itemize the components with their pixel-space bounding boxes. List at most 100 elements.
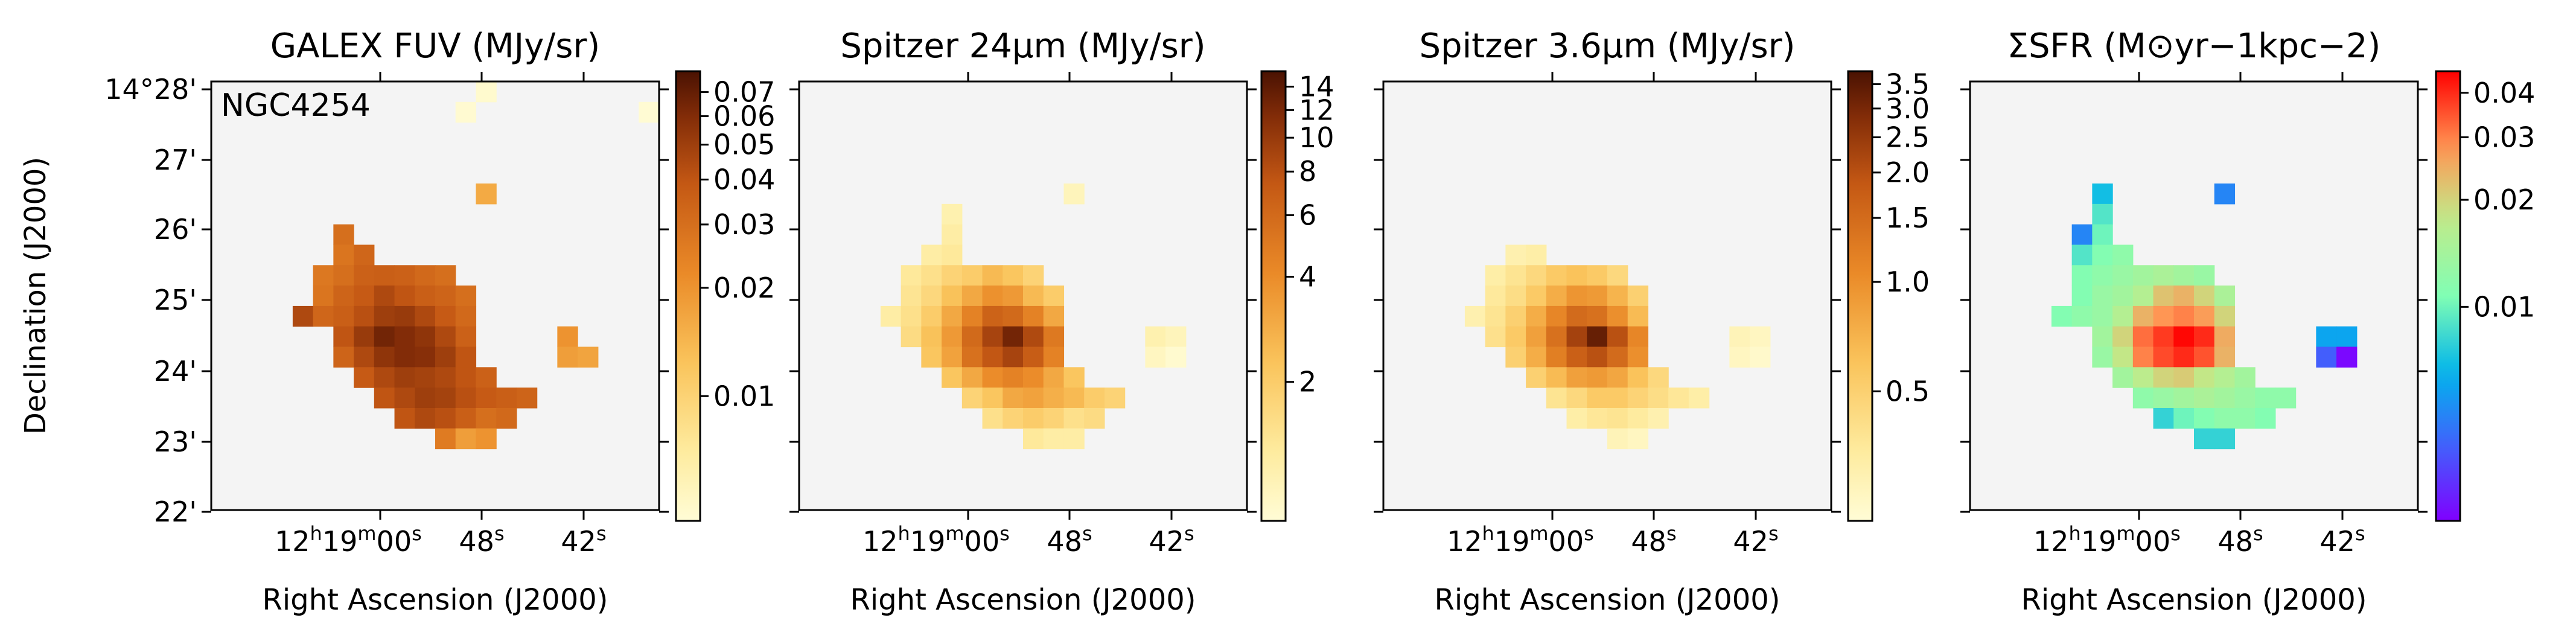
colorbar-tick-label: 10 [1299,121,1334,154]
heatmap-pixel [1526,305,1547,327]
heatmap-pixel [2173,407,2195,429]
heatmap-pixel [1566,387,1587,409]
heatmap-pixel [1648,387,1669,409]
heatmap-pixel [2132,305,2154,327]
heatmap-pixel [961,387,983,409]
heatmap-pixel [1043,387,1065,409]
heatmap-pixel [2132,387,2154,409]
heatmap-pixel [2214,183,2236,205]
heatmap-pixel [2194,428,2215,450]
heatmap-pixel [2112,244,2134,266]
heatmap-pixel [982,265,1003,286]
heatmap-pixel [1526,346,1547,368]
heatmap-pixel [2092,183,2113,205]
colorbar-tick-label: 3.5 [1886,68,1930,101]
colorbar-tick-label: 0.02 [713,272,775,304]
heatmap-pixel [1566,305,1587,327]
heatmap-pixel [394,367,415,388]
heatmap-pixel [2112,326,2134,348]
heatmap-pixel [333,285,354,307]
heatmap-pixel [354,265,375,286]
heatmap-pixel [455,387,477,409]
x-tick-label: 42s [2319,522,2365,558]
heatmap-pixel [435,387,456,409]
y-tick-label: 26' [154,213,197,246]
heatmap-pixel [2173,387,2195,409]
heatmap-pixel [2112,367,2134,388]
heatmap-pixel [1003,367,1024,388]
heatmap-pixel [435,428,456,450]
heatmap-pixel [476,183,497,205]
heatmap-pixel [921,326,942,348]
heatmap-pixel [1627,346,1649,368]
heatmap-pixel [394,387,415,409]
heatmap-pixel [557,326,578,348]
heatmap-pixel [2132,367,2154,388]
heatmap-pixel [476,367,497,388]
heatmap-pixel [2112,346,2134,368]
heatmap-pixel [1043,326,1065,348]
colorbar-tick-label: 0.02 [2473,183,2535,216]
heatmap-pixel [1485,285,1506,307]
heatmap-pixel [1627,387,1649,409]
heatmap-pixel [1729,346,1750,368]
heatmap-pixel [333,244,354,266]
heatmap-pixel [1607,367,1628,388]
heatmap-pixel [1688,387,1710,409]
colorbar-tick-label: 3.0 [1886,92,1930,125]
heatmap-pixel [2214,285,2236,307]
heatmap-pixel [1627,285,1649,307]
heatmap-pixel [2194,305,2215,327]
heatmap-pixel [1505,346,1526,368]
heatmap-pixel [2316,326,2337,348]
heatmap-pixel [2173,326,2195,348]
heatmap-pixel [1063,183,1085,205]
x-axis-label: Right Ascension (J2000) [1435,583,1781,617]
heatmap-pixel [1546,387,1567,409]
heatmap-pixel [1648,407,1669,429]
heatmap-pixel [1165,326,1187,348]
panel-4: ΣSFR (M⊙yr−1kpc−2) 12h19m00s 48s 42s Right A… [1960,27,2535,617]
heatmap-pixel [2194,285,2215,307]
heatmap-pixel [1023,346,1044,368]
heatmap-pixel [1668,387,1689,409]
colorbar [675,70,701,522]
heatmap-pixel [354,367,375,388]
colorbar-tick-label: 2 [1299,366,1316,398]
heatmap-pixel [415,407,436,429]
heatmap-pixel [2255,407,2276,429]
x-tick-label: 12h19m00s [2033,522,2181,558]
heatmap-pixel [415,265,436,286]
x-tick-label: 12h19m00s [1447,522,1594,558]
x-tick-label: 48s [1047,522,1092,558]
heatmap-pixel [2112,265,2134,286]
heatmap-pixel [496,407,517,429]
heatmap-pixel [1607,346,1628,368]
heatmap-pixel [354,285,375,307]
heatmap-pixel [2275,387,2297,409]
heatmap-pixel [1566,285,1587,307]
heatmap-pixel [942,224,963,246]
plot-frame [1382,80,1832,511]
x-tick-label: 12h19m00s [275,522,422,558]
heatmap-pixel [1063,428,1085,450]
heatmap-pixel [921,285,942,307]
heatmap-pixel [415,285,436,307]
heatmap-pixel [942,305,963,327]
heatmap-pixel [921,244,942,266]
y-tick-label: 23' [154,426,197,458]
heatmap-pixel [374,387,395,409]
heatmap-pixel [2173,367,2195,388]
colorbar-tick-label: 0.01 [2473,290,2535,323]
heatmap-pixel [1607,428,1628,450]
heatmap-pixel [2153,305,2174,327]
heatmap-pixel [1043,407,1065,429]
heatmap-pixel [455,305,477,327]
heatmap-pixel [942,203,963,225]
heatmap-pixel [1043,428,1065,450]
heatmap-pixel [455,346,477,368]
heatmap-pixel [354,326,375,348]
heatmap-pixel [1063,387,1085,409]
heatmap-pixel [1505,285,1526,307]
heatmap-pixel [1063,407,1085,429]
